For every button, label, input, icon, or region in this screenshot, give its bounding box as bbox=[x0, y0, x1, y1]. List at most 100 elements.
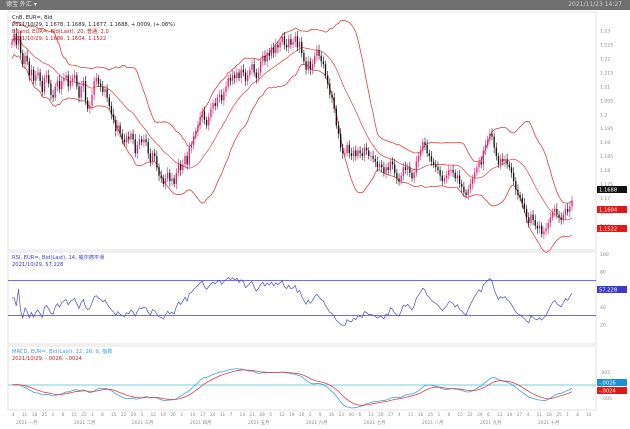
chart-svg[interactable]: 1.23 1.225 1.22 1.215 1.21 1.205 1.2 1.195 1.19 1… bbox=[0, 10, 630, 429]
candle-body bbox=[186, 156, 188, 165]
candle-body bbox=[158, 167, 160, 176]
x-day-tick: 31 bbox=[220, 412, 226, 417]
candle-body bbox=[523, 203, 526, 209]
candle-body bbox=[480, 161, 482, 165]
price-y-tick: 1.19 bbox=[600, 140, 610, 146]
candle-body bbox=[547, 222, 549, 229]
signal-line bbox=[11, 369, 573, 406]
candle-body bbox=[327, 75, 329, 84]
x-day-tick: 8 bbox=[448, 412, 451, 417]
candle-body bbox=[43, 78, 46, 92]
candle-body bbox=[69, 80, 72, 87]
price-y-tick: 1.215 bbox=[600, 71, 613, 77]
candle-body bbox=[465, 192, 467, 196]
candle-body bbox=[545, 228, 547, 232]
macd-tag: -.0026 bbox=[597, 379, 627, 387]
candle-body bbox=[285, 44, 288, 48]
candle-body bbox=[136, 144, 139, 154]
x-day-tick: 27 bbox=[517, 412, 523, 417]
candle-body bbox=[391, 161, 394, 165]
candle-body bbox=[342, 147, 344, 154]
candle-body bbox=[564, 209, 567, 215]
candle-body bbox=[571, 200, 573, 207]
candle-body bbox=[227, 78, 229, 87]
candle-body bbox=[521, 197, 523, 204]
x-day-tick: 22 bbox=[81, 412, 87, 417]
candle-body bbox=[210, 108, 212, 118]
x-day-tick: 4 bbox=[12, 412, 15, 417]
bb-middle-line bbox=[11, 37, 573, 221]
candle-body bbox=[469, 183, 472, 190]
candle-body bbox=[48, 75, 50, 84]
candle-body bbox=[115, 119, 117, 131]
candle-body bbox=[409, 167, 411, 173]
candle-body bbox=[525, 209, 528, 218]
candle-body bbox=[259, 61, 262, 73]
x-day-tick: 26 bbox=[299, 412, 305, 417]
candle-body bbox=[461, 183, 463, 187]
candle-body bbox=[175, 172, 177, 184]
candle-body bbox=[495, 147, 497, 157]
candle-body bbox=[510, 167, 513, 173]
candle-body bbox=[149, 153, 152, 162]
candle-body bbox=[489, 133, 491, 140]
candle-body bbox=[439, 170, 441, 176]
candle-body bbox=[74, 75, 76, 79]
candle-body bbox=[234, 75, 236, 79]
candle-body bbox=[61, 80, 63, 90]
candle-body bbox=[519, 195, 521, 198]
bb-values: 2021/10/29, 1.1686, 1.1604, 1.1522 bbox=[12, 36, 106, 42]
x-day-tick: 7 bbox=[230, 412, 233, 417]
macd-panel-frame bbox=[7, 345, 597, 411]
rsi-series bbox=[8, 277, 596, 326]
candle-body bbox=[145, 139, 147, 143]
candle-body bbox=[138, 139, 141, 145]
candle-body bbox=[532, 214, 534, 221]
bb-lower-line bbox=[11, 53, 573, 253]
candle-body bbox=[102, 86, 104, 92]
price-tag: 1.1688 bbox=[597, 186, 627, 194]
x-day-tick: 2 bbox=[309, 412, 312, 417]
candle-body bbox=[255, 72, 257, 79]
candle-body bbox=[456, 175, 459, 179]
candle-body bbox=[22, 53, 24, 65]
price-y-tick: 1.185 bbox=[600, 154, 613, 160]
rsi-tag-text: 57.228 bbox=[599, 288, 617, 294]
candle-body bbox=[162, 178, 165, 184]
candle-body bbox=[424, 142, 426, 145]
x-day-tick: 25 bbox=[556, 412, 562, 417]
x-day-tick: 5 bbox=[141, 412, 144, 417]
candle-body bbox=[15, 33, 17, 45]
candle-body bbox=[67, 75, 69, 87]
x-day-tick: 17 bbox=[200, 412, 206, 417]
candle-body bbox=[37, 72, 39, 76]
candle-body bbox=[419, 150, 422, 157]
candle-body bbox=[383, 167, 385, 173]
y-axis: 1.23 1.225 1.22 1.215 1.21 1.205 1.2 1.195 1.19 1… bbox=[600, 29, 613, 402]
x-day-tick: 20 bbox=[507, 412, 513, 417]
candle-body bbox=[517, 189, 519, 196]
candle-body bbox=[333, 97, 335, 109]
candle-body bbox=[504, 158, 506, 162]
x-day-tick: 18 bbox=[547, 412, 553, 417]
candle-body bbox=[402, 167, 405, 176]
candle-body bbox=[385, 167, 387, 173]
candle-body bbox=[125, 136, 128, 143]
x-day-tick: 8 bbox=[61, 412, 64, 417]
x-day-tick: 6 bbox=[358, 412, 361, 417]
candle-body bbox=[493, 136, 495, 148]
x-day-tick: 29 bbox=[477, 412, 483, 417]
candle-body bbox=[396, 172, 398, 179]
rsi-y-tick: 20 bbox=[600, 322, 606, 328]
candle-body bbox=[208, 117, 210, 126]
candle-body bbox=[567, 209, 569, 212]
candle-body bbox=[558, 214, 560, 218]
candle-body bbox=[331, 94, 333, 98]
candle-body bbox=[45, 75, 48, 79]
band-tag-lower-text: 1.1522 bbox=[599, 227, 617, 233]
candle-body bbox=[437, 167, 439, 170]
candle-body bbox=[121, 133, 123, 140]
candle-body bbox=[242, 69, 245, 73]
x-day-tick: 22 bbox=[121, 412, 127, 417]
candle-body bbox=[538, 225, 541, 229]
